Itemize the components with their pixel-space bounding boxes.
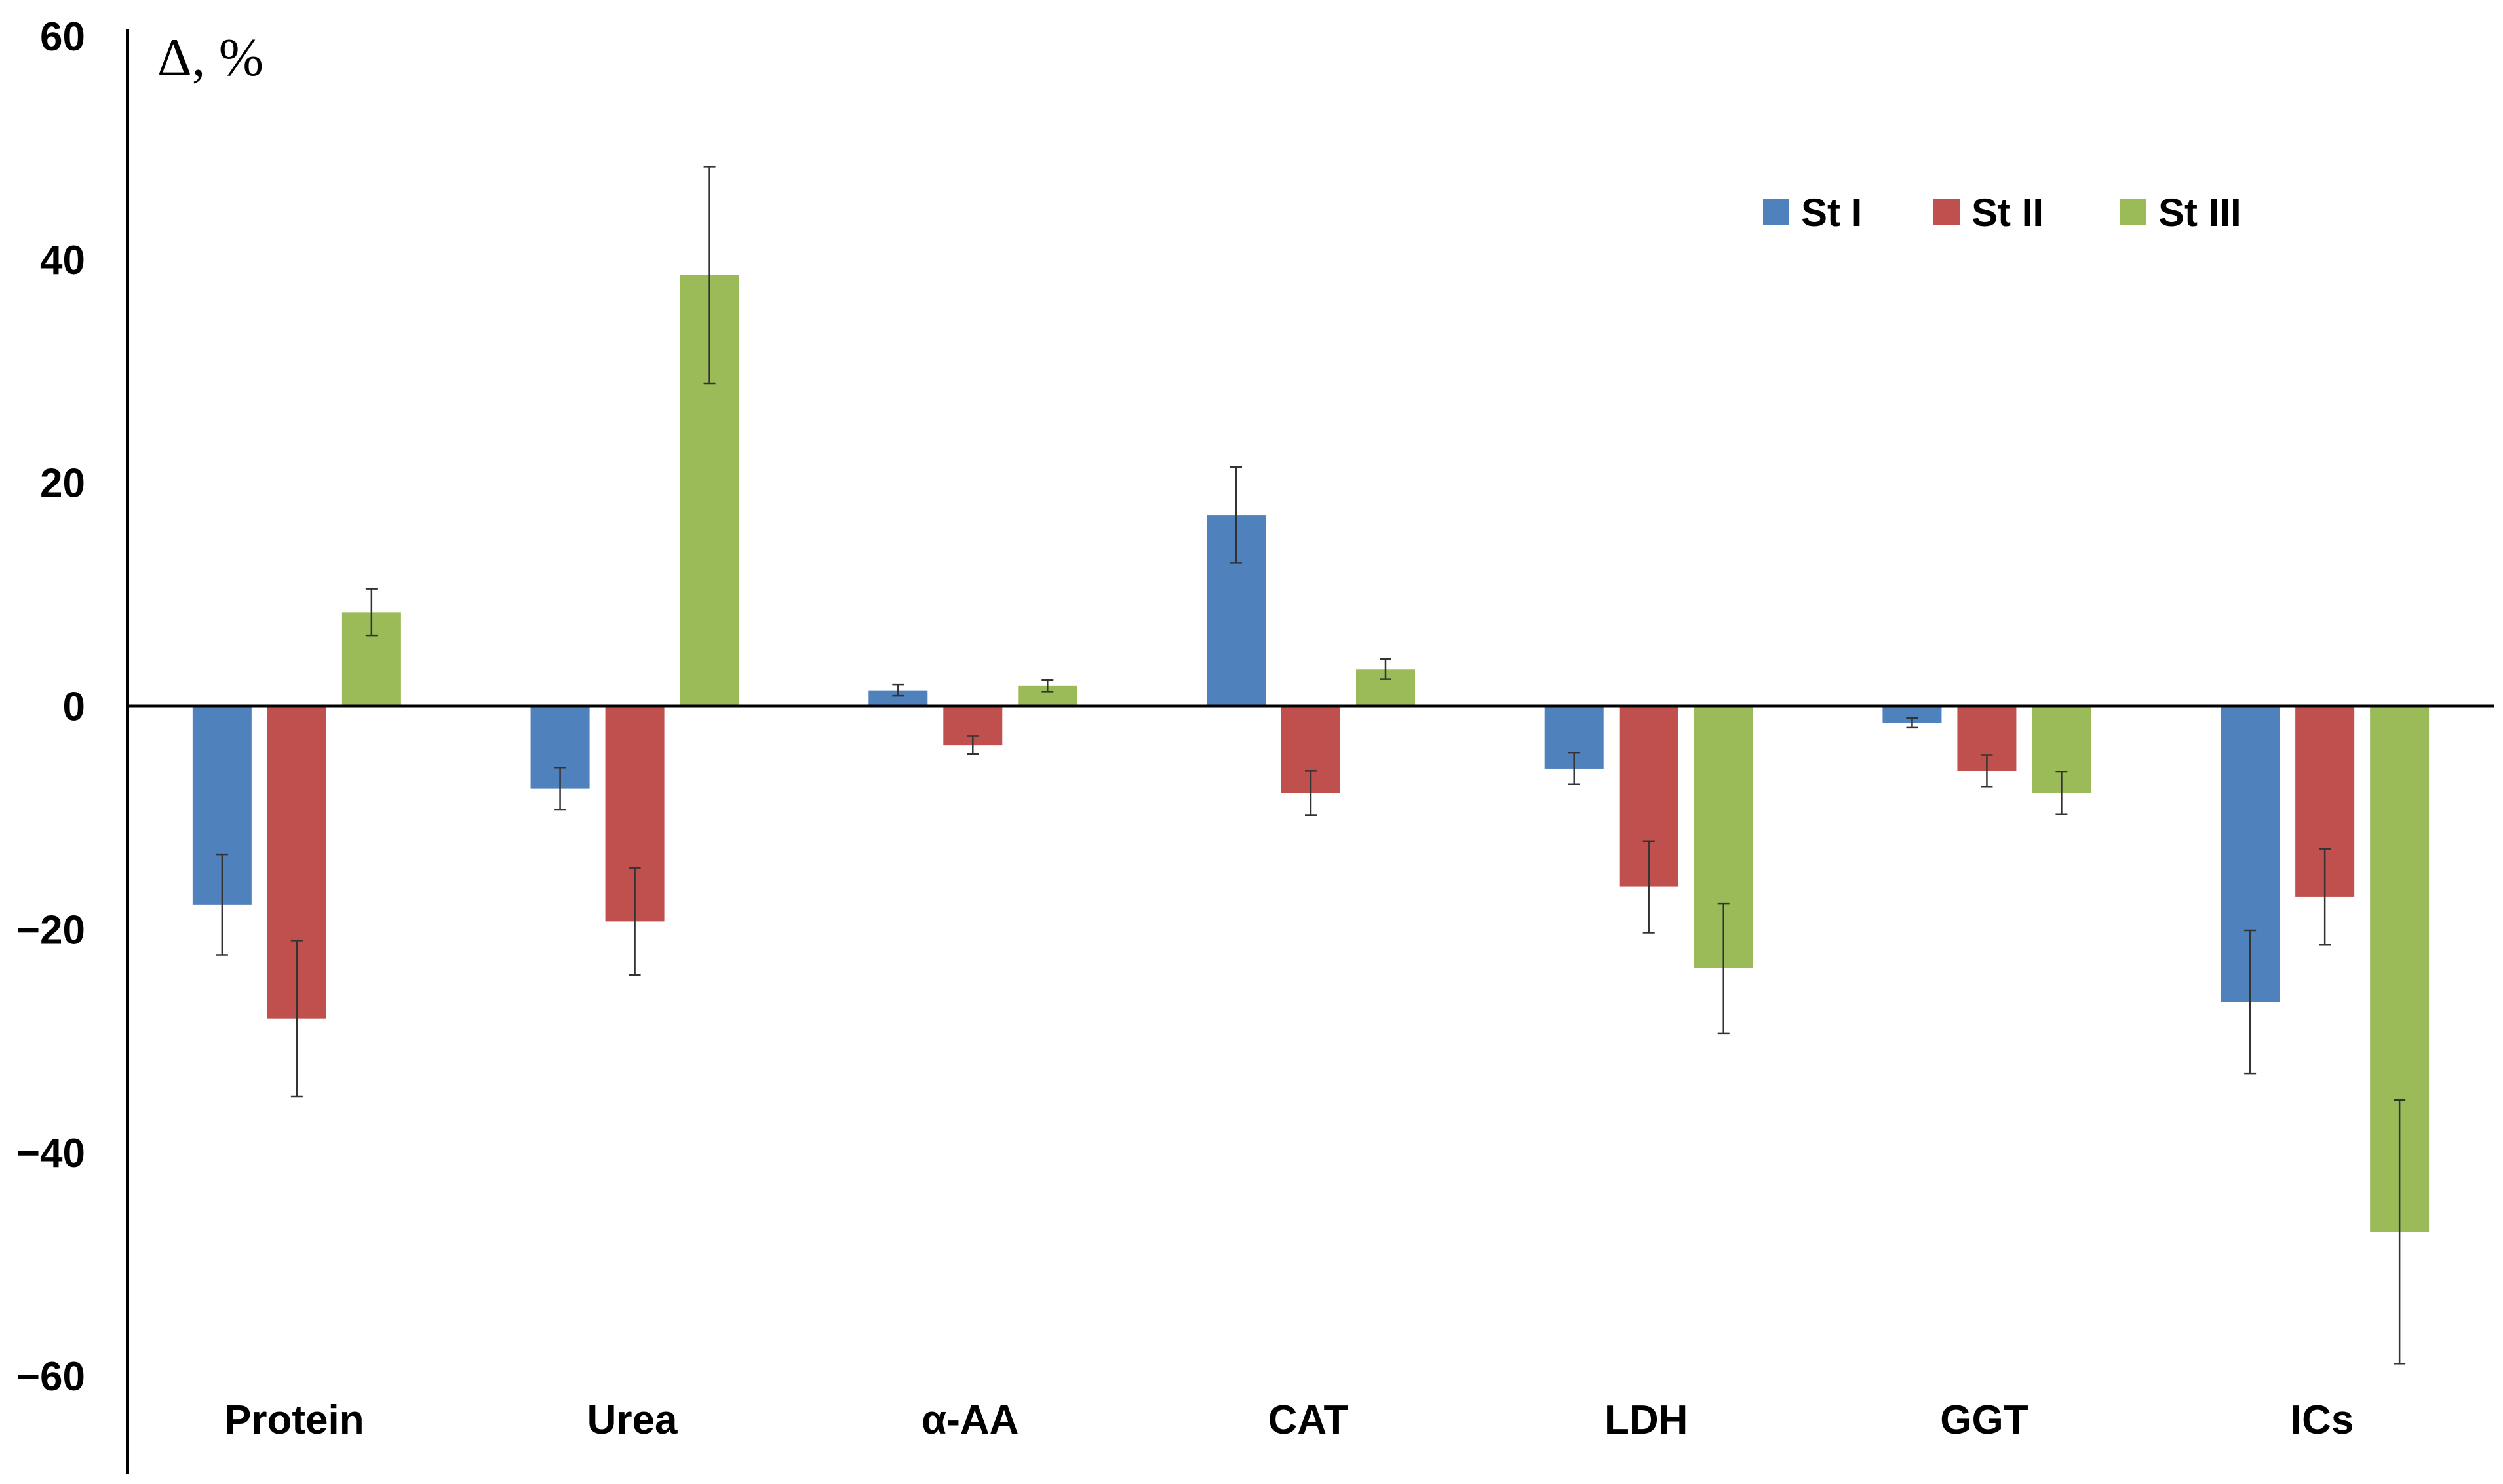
y-tick-label: 20 bbox=[40, 461, 85, 506]
y-tick-label: 40 bbox=[40, 238, 85, 283]
bar bbox=[868, 690, 928, 706]
category-label: α-AA bbox=[922, 1398, 1019, 1443]
legend-swatch bbox=[2120, 199, 2146, 225]
legend-swatch bbox=[1933, 199, 1960, 225]
legend-label: St III bbox=[2158, 191, 2241, 235]
legend-label: St I bbox=[1801, 191, 1862, 235]
legend: St I St II St III bbox=[1763, 191, 2241, 235]
category-label: Urea bbox=[587, 1398, 678, 1443]
y-axis-label: Δ, % bbox=[157, 28, 263, 87]
category-label: ICs bbox=[2291, 1398, 2354, 1443]
y-tick-label: −20 bbox=[16, 907, 85, 953]
y-tick-label: 0 bbox=[63, 685, 85, 730]
category-label: LDH bbox=[1604, 1398, 1688, 1443]
y-tick-label: −40 bbox=[16, 1131, 85, 1176]
y-tick-label: −60 bbox=[16, 1354, 85, 1399]
y-tick-label: 60 bbox=[40, 14, 85, 60]
legend-swatch bbox=[1763, 199, 1789, 225]
category-label: CAT bbox=[1268, 1398, 1349, 1443]
legend-label: St II bbox=[1971, 191, 2044, 235]
category-label: Protein bbox=[224, 1398, 364, 1443]
category-label: GGT bbox=[1940, 1398, 2028, 1443]
